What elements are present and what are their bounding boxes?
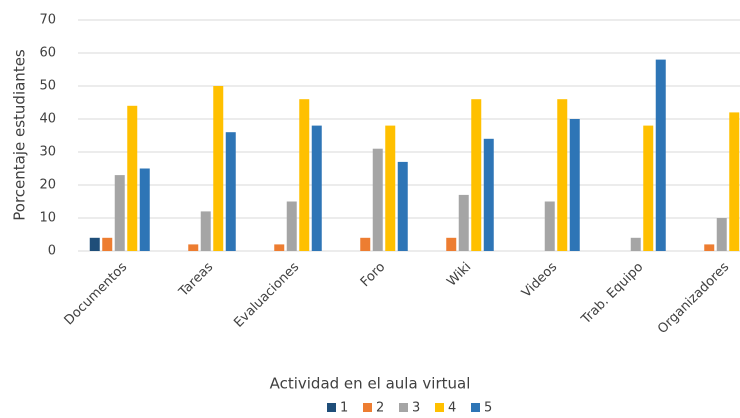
y-tick-label: 50 [39,79,56,94]
bar [274,244,285,251]
bar [299,99,310,251]
legend-label: 1 [340,401,348,416]
bar [557,99,568,251]
legend-label: 5 [484,401,492,416]
legend-swatch [399,403,408,412]
x-tick-label: Wiki [444,260,474,290]
y-tick-label: 20 [39,178,56,193]
y-tick-label: 0 [48,244,56,259]
bar [127,105,138,251]
bar [188,244,199,251]
y-tick-label: 40 [39,112,56,127]
x-tick-label: Organizadores [655,260,732,337]
x-tick-label: Evaluaciones [231,260,302,331]
x-tick-label: Foro [358,260,388,290]
bar [200,211,211,251]
bar [213,86,224,251]
bar [397,161,408,251]
legend-label: 3 [412,401,420,416]
bar [655,59,666,251]
bar [114,175,125,251]
bar [716,218,727,251]
bar [483,138,494,251]
bar [102,237,113,251]
x-axis-title: Actividad en el aula virtual [270,375,471,393]
x-tick-label: Tareas [176,260,217,301]
bar [385,125,396,251]
bar [704,244,715,251]
bar [544,201,555,251]
x-tick-label: Videos [519,260,560,301]
bar [569,119,580,251]
y-tick-label: 30 [39,145,56,160]
bar [471,99,482,251]
legend-label: 2 [376,401,384,416]
bar [286,201,297,251]
legend-swatch [327,403,336,412]
y-tick-label: 10 [39,211,56,226]
bar [643,125,654,251]
bar [446,237,457,251]
y-tick-label: 60 [39,46,56,61]
legend-swatch [363,403,372,412]
legend-swatch [471,403,480,412]
bar [225,132,236,251]
bar [139,168,150,251]
bar [372,148,383,251]
bar [360,237,371,251]
y-axis-title: Porcentaje estudiantes [11,49,29,221]
bar [630,237,641,251]
bar [729,112,740,252]
x-tick-label: Documentos [62,260,131,329]
x-tick-label: Trab. Equipo [578,260,646,328]
legend-swatch [435,403,444,412]
legend-label: 4 [448,401,456,416]
bar [311,125,322,251]
bar [458,194,469,251]
y-tick-label: 70 [39,13,56,28]
bar [89,237,100,251]
